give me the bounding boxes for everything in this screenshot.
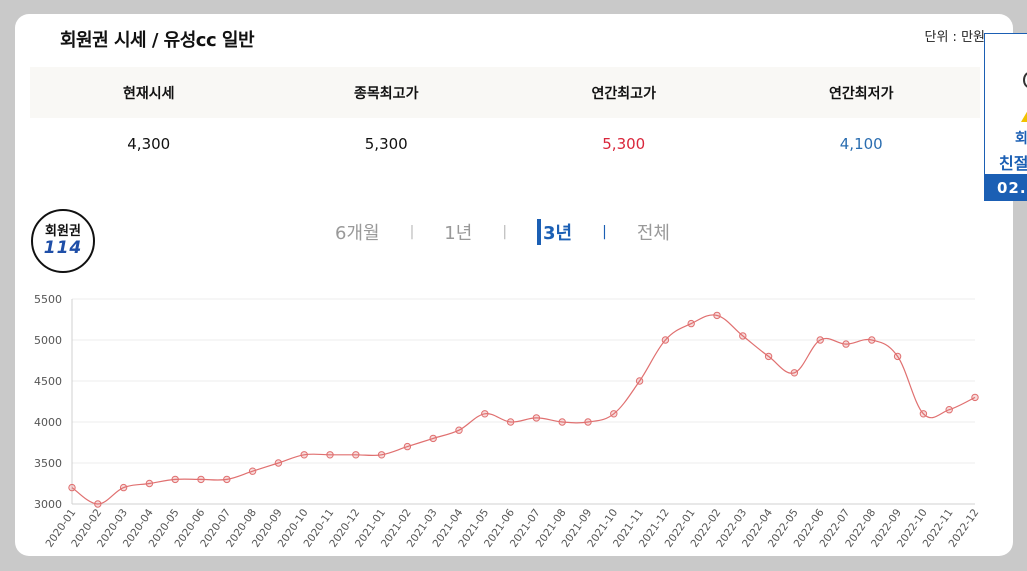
y-tick-label: 4000 [34, 416, 62, 429]
data-point [816, 336, 824, 344]
data-point [687, 319, 695, 328]
data-point [532, 414, 541, 422]
data-point [197, 475, 205, 484]
data-point [868, 336, 876, 344]
site-logo: 회원권 114 [31, 209, 95, 273]
tab-1-year[interactable]: 1년 [444, 223, 473, 244]
ad-date: 02. [985, 174, 1027, 201]
data-point [481, 410, 489, 418]
y-tick-label: 5500 [34, 293, 62, 306]
data-point [94, 500, 102, 508]
data-point [455, 426, 463, 434]
y-tick-label: 3500 [34, 457, 62, 470]
header-annual-low: 연간최저가 [829, 85, 894, 102]
ad-text-2: 친절 [999, 154, 1027, 173]
y-tick-label: 3000 [34, 498, 62, 511]
y-tick-label: 5000 [34, 334, 62, 347]
data-point [300, 451, 308, 459]
y-tick-label: 4500 [34, 375, 62, 388]
data-point [506, 418, 515, 426]
data-point [919, 410, 928, 418]
value-alltime-high: 5,300 [364, 135, 408, 153]
side-banner-ad[interactable]: 회 친절 02. [984, 33, 1027, 201]
data-point [635, 377, 644, 385]
data-point [429, 434, 437, 443]
data-point [223, 475, 231, 484]
data-point [764, 352, 773, 361]
header-current-price: 현재시세 [122, 85, 175, 102]
price-card: 회원권 시세 / 유성cc 일반 단위 : 만원 현재시세 종목최고가 연간최고… [15, 14, 1013, 556]
data-point [274, 459, 283, 467]
tab-separator: | [409, 224, 415, 240]
data-point [713, 311, 721, 320]
data-point [352, 451, 360, 459]
data-point [377, 451, 386, 459]
data-point [171, 475, 179, 484]
data-point [403, 442, 412, 451]
tab-3-years[interactable]: 3년 [537, 219, 572, 245]
page-title: 회원권 시세 / 유성cc 일반 [60, 30, 255, 51]
header-alltime-high: 종목최고가 [354, 85, 419, 102]
data-point [558, 418, 566, 426]
price-table-header: 현재시세 종목최고가 연간최고가 연간최저가 [30, 67, 980, 118]
data-point [790, 369, 799, 377]
data-point [584, 418, 592, 426]
data-point [610, 410, 618, 418]
data-point [661, 336, 670, 344]
data-point [145, 479, 154, 488]
logo-number: 114 [43, 238, 83, 258]
tab-6-months[interactable]: 6개월 [335, 223, 380, 244]
logo-text: 회원권 [45, 224, 81, 239]
data-point [842, 340, 850, 348]
period-tabs: 6개월 | 1년 | 3년 | 전체 [335, 219, 670, 245]
data-point [326, 451, 334, 459]
warning-icon [1021, 110, 1027, 122]
value-annual-low: 4,100 [839, 135, 883, 153]
badge-icon [1023, 72, 1027, 88]
data-point [739, 332, 747, 340]
data-point [945, 406, 953, 414]
data-point [893, 352, 902, 361]
price-table-values: 4,300 5,300 5,300 4,100 [30, 118, 980, 170]
price-summary-table: 현재시세 종목최고가 연간최고가 연간최저가 4,300 5,300 5,300… [30, 67, 980, 170]
data-point [119, 483, 128, 492]
data-point [971, 393, 979, 402]
tab-all[interactable]: 전체 [636, 223, 670, 244]
series-line [71, 314, 976, 505]
header-annual-high: 연간최고가 [591, 85, 656, 102]
tab-separator: | [602, 224, 607, 240]
value-annual-high: 5,300 [602, 135, 646, 153]
data-point [248, 467, 257, 475]
price-line-chart: 3000350040004500500055002020-012020-0220… [34, 293, 981, 550]
tab-separator: | [502, 224, 508, 240]
data-point [68, 483, 76, 492]
ad-text-1: 회 [1015, 131, 1027, 147]
value-current-price: 4,300 [127, 135, 171, 153]
unit-label: 단위 : 만원 [924, 30, 986, 45]
